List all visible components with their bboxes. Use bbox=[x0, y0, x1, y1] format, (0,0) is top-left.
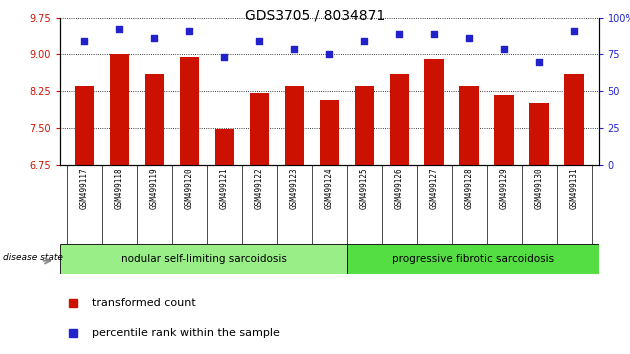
Text: GSM499131: GSM499131 bbox=[570, 167, 578, 209]
Bar bbox=[249, 93, 269, 165]
Point bbox=[394, 31, 404, 37]
Point bbox=[534, 59, 544, 64]
Bar bbox=[145, 74, 164, 165]
Bar bbox=[110, 54, 129, 165]
Bar bbox=[60, 244, 347, 274]
Text: GSM499126: GSM499126 bbox=[394, 167, 404, 209]
Text: GSM499117: GSM499117 bbox=[80, 167, 89, 209]
Bar bbox=[564, 74, 583, 165]
Point bbox=[219, 55, 229, 60]
Point bbox=[359, 38, 369, 44]
Point bbox=[429, 31, 439, 37]
Point bbox=[184, 28, 194, 34]
Point bbox=[149, 35, 159, 41]
Bar bbox=[180, 57, 199, 165]
Text: GSM499122: GSM499122 bbox=[255, 167, 264, 209]
Bar bbox=[347, 244, 598, 274]
Bar bbox=[425, 59, 444, 165]
Point bbox=[79, 38, 89, 44]
Bar bbox=[459, 86, 479, 165]
Bar bbox=[529, 103, 549, 165]
Bar bbox=[285, 86, 304, 165]
Text: GSM499118: GSM499118 bbox=[115, 167, 124, 209]
Point bbox=[254, 38, 264, 44]
Text: GDS3705 / 8034871: GDS3705 / 8034871 bbox=[245, 9, 385, 23]
Point bbox=[499, 46, 509, 51]
Text: disease state: disease state bbox=[3, 253, 63, 262]
Bar bbox=[215, 129, 234, 165]
Text: GSM499128: GSM499128 bbox=[464, 167, 474, 209]
Text: GSM499127: GSM499127 bbox=[430, 167, 438, 209]
Text: GSM499129: GSM499129 bbox=[500, 167, 508, 209]
Text: nodular self-limiting sarcoidosis: nodular self-limiting sarcoidosis bbox=[120, 254, 287, 264]
Bar bbox=[75, 86, 94, 165]
Bar bbox=[319, 101, 339, 165]
Point bbox=[464, 35, 474, 41]
Text: GSM499125: GSM499125 bbox=[360, 167, 369, 209]
Text: progressive fibrotic sarcoidosis: progressive fibrotic sarcoidosis bbox=[392, 254, 554, 264]
Point bbox=[569, 28, 579, 34]
Point bbox=[289, 46, 299, 51]
Text: GSM499130: GSM499130 bbox=[534, 167, 544, 209]
Text: transformed count: transformed count bbox=[92, 298, 196, 308]
Point bbox=[114, 27, 124, 32]
Text: GSM499119: GSM499119 bbox=[150, 167, 159, 209]
Text: GSM499121: GSM499121 bbox=[220, 167, 229, 209]
Text: GSM499124: GSM499124 bbox=[324, 167, 334, 209]
Text: percentile rank within the sample: percentile rank within the sample bbox=[92, 328, 280, 338]
Bar bbox=[355, 86, 374, 165]
Bar bbox=[389, 74, 409, 165]
Text: GSM499123: GSM499123 bbox=[290, 167, 299, 209]
Bar bbox=[495, 95, 513, 165]
Text: GSM499120: GSM499120 bbox=[185, 167, 194, 209]
Point bbox=[324, 52, 334, 57]
